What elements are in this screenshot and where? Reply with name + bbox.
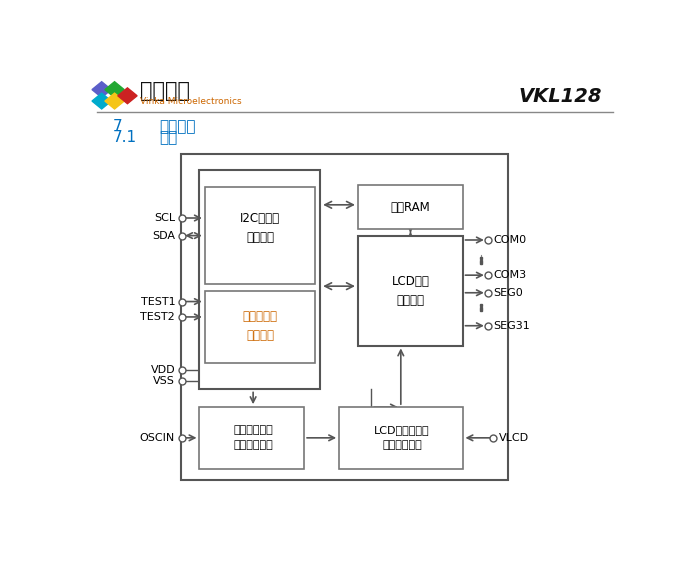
Text: VDD: VDD [150,365,175,375]
Text: Vinka Microelectronics: Vinka Microelectronics [140,98,242,106]
Text: SDA: SDA [152,231,175,240]
Text: 功能说明: 功能说明 [159,119,195,134]
Polygon shape [92,82,112,98]
Polygon shape [118,88,137,104]
FancyBboxPatch shape [181,154,508,480]
FancyBboxPatch shape [339,407,463,469]
Text: 永嘉微电: 永嘉微电 [140,82,191,102]
FancyBboxPatch shape [205,187,315,284]
Text: SEG31: SEG31 [493,321,530,331]
Polygon shape [105,82,124,98]
Text: LCD偏置电压产
生和选择电路: LCD偏置电压产 生和选择电路 [374,425,430,451]
Text: I2C控制和
时序电路: I2C控制和 时序电路 [240,212,280,244]
FancyBboxPatch shape [205,291,315,363]
Text: VLCD: VLCD [499,433,529,443]
Text: TEST2: TEST2 [141,312,175,322]
Text: TEST1: TEST1 [141,296,175,307]
FancyBboxPatch shape [358,185,463,229]
Text: LCD驱动
控制电路: LCD驱动 控制电路 [392,275,430,307]
Text: SEG0: SEG0 [493,288,523,297]
Text: VSS: VSS [153,376,175,385]
Text: COM3: COM3 [493,270,527,280]
Text: OSCIN: OSCIN [139,433,174,443]
Text: 7.1: 7.1 [112,130,137,145]
Text: 上电复位和
测试电路: 上电复位和 测试电路 [243,309,278,341]
Text: SCL: SCL [154,213,175,223]
Polygon shape [92,93,112,109]
FancyBboxPatch shape [200,170,320,389]
FancyBboxPatch shape [200,407,304,469]
Text: COM0: COM0 [493,235,527,245]
Text: 显示RAM: 显示RAM [391,200,430,214]
Text: 7: 7 [112,119,122,134]
FancyBboxPatch shape [358,236,463,345]
Polygon shape [105,93,124,109]
Text: VKL128: VKL128 [519,87,602,106]
Text: 内部振荡器和
系统时钟配置: 内部振荡器和 系统时钟配置 [234,425,273,451]
Text: 框图: 框图 [159,130,177,145]
